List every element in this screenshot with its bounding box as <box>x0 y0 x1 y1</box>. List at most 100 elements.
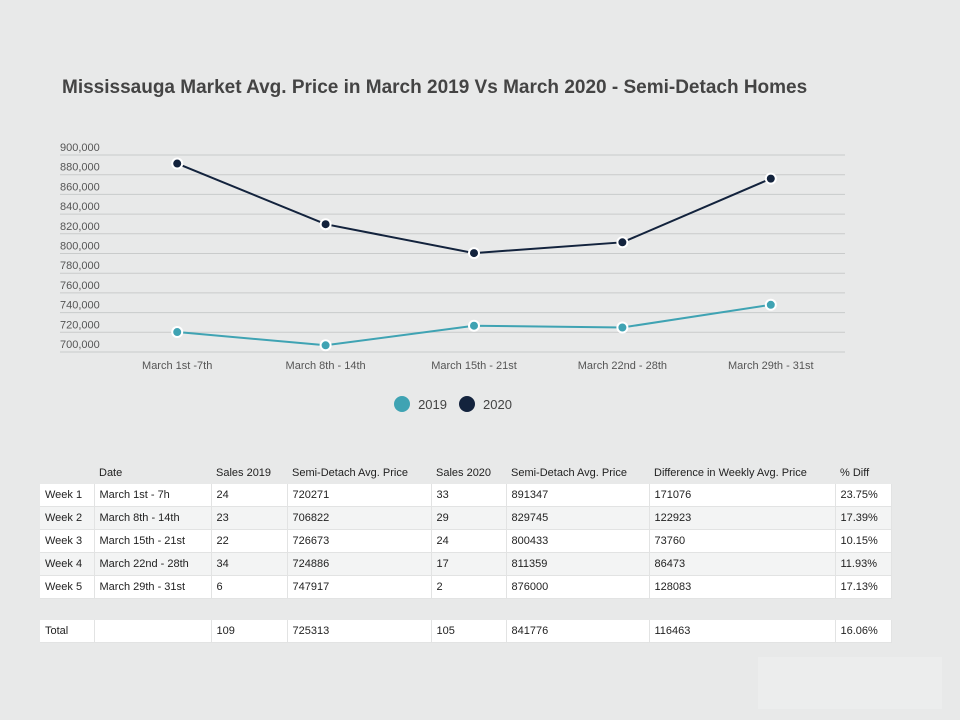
legend-item-2019[interactable]: 2019 <box>394 396 447 412</box>
header-cell: Date <box>99 467 123 479</box>
total-cell: 841776 <box>506 620 650 643</box>
y-tick-label: 700,000 <box>60 339 100 351</box>
table-cell: 706822 <box>287 506 432 530</box>
y-tick-label: 900,000 <box>60 142 100 154</box>
table-cell: 128083 <box>649 575 836 599</box>
table-cell: March 22nd - 28th <box>94 552 212 576</box>
table-cell: 747917 <box>287 575 432 599</box>
table-cell: Week 3 <box>40 529 95 553</box>
chart-title: Mississauga Market Avg. Price in March 2… <box>62 77 808 98</box>
legend-swatch-2020 <box>459 396 475 412</box>
table-cell: 17.39% <box>835 506 892 530</box>
table-cell: 800433 <box>506 529 650 553</box>
table-row: Week 2 March 8th - 14th 23 706822 29 829… <box>40 506 892 530</box>
table-header-row: Date Sales 2019 Semi-Detach Avg. Price S… <box>40 462 891 484</box>
header-cell <box>40 462 94 484</box>
total-cell: 725313 <box>287 620 432 643</box>
x-tick-label: March 1st -7th <box>142 360 212 372</box>
total-cell: 116463 <box>649 620 836 643</box>
table-cell: 891347 <box>506 484 650 507</box>
table-cell: 6 <box>211 575 288 599</box>
table-cell: 876000 <box>506 575 650 599</box>
watermark-area <box>758 657 942 709</box>
table-cell: March 8th - 14th <box>94 506 212 530</box>
y-tick-label: 880,000 <box>60 162 100 174</box>
table-cell: March 29th - 31st <box>94 575 212 599</box>
data-point-2020 <box>764 172 777 185</box>
y-tick-label: 840,000 <box>60 201 100 213</box>
table-row: Week 5 March 29th - 31st 6 747917 2 8760… <box>40 575 892 599</box>
data-point-2019 <box>468 319 480 332</box>
table-cell: 2 <box>431 575 507 599</box>
y-tick-label: 740,000 <box>60 300 100 312</box>
table-row: Week 1 March 1st - 7h 24 720271 33 89134… <box>40 484 892 507</box>
x-tick-label: March 29th - 31st <box>728 360 814 372</box>
table-cell: 24 <box>431 529 507 553</box>
data-point-2019 <box>764 298 777 311</box>
table-cell: March 1st - 7h <box>94 484 212 507</box>
chart-legend: 2019 2020 <box>0 396 906 412</box>
table-cell: March 15th - 21st <box>94 529 212 553</box>
spacer-cell <box>40 599 891 621</box>
y-tick-label: 720,000 <box>60 319 100 331</box>
table-cell: 23 <box>211 506 288 530</box>
header-cell: Difference in Weekly Avg. Price <box>654 467 807 479</box>
table-cell: 811359 <box>506 552 650 576</box>
table-cell: Week 2 <box>40 506 95 530</box>
table-row: Week 3 March 15th - 21st 22 726673 24 80… <box>40 529 892 553</box>
table-cell: 724886 <box>287 552 432 576</box>
data-point-2020 <box>616 236 629 249</box>
data-point-2020 <box>468 247 480 260</box>
table-cell: 24 <box>211 484 288 507</box>
table-cell: 23.75% <box>835 484 892 507</box>
legend-swatch-2019 <box>394 396 411 412</box>
data-point-2019 <box>171 326 184 339</box>
table-cell: Week 5 <box>40 575 95 599</box>
total-cell <box>94 620 212 643</box>
x-tick-label: March 15th - 21st <box>431 360 517 372</box>
x-tick-label: March 8th - 14th <box>286 360 366 372</box>
table-cell: 73760 <box>649 529 836 553</box>
table-cell: 17.13% <box>835 575 892 599</box>
data-point-2020 <box>319 218 332 231</box>
total-cell: 105 <box>431 620 507 643</box>
legend-item-2020[interactable]: 2020 <box>459 396 512 412</box>
header-cell: % Diff <box>840 467 870 479</box>
table-cell: 22 <box>211 529 288 553</box>
y-tick-label: 820,000 <box>60 221 100 233</box>
legend-label-2020: 2020 <box>483 396 512 412</box>
total-cell: 109 <box>211 620 288 643</box>
y-tick-label: 860,000 <box>60 181 100 193</box>
series-line-2020 <box>176 162 772 255</box>
table-cell: Week 1 <box>40 484 95 507</box>
header-cell: Sales 2019 <box>216 467 272 479</box>
data-point-2019 <box>319 339 332 352</box>
total-cell: Total <box>40 620 95 643</box>
table-cell: 122923 <box>649 506 836 530</box>
x-tick-label: March 22nd - 28th <box>578 360 667 372</box>
sales-table: Date Sales 2019 Semi-Detach Avg. Price S… <box>40 462 892 643</box>
y-tick-label: 760,000 <box>60 280 100 292</box>
table-row: Week 4 March 22nd - 28th 34 724886 17 81… <box>40 552 892 576</box>
table-cell: 171076 <box>649 484 836 507</box>
data-point-2020 <box>171 157 184 170</box>
table-cell: 29 <box>431 506 507 530</box>
data-point-2019 <box>616 321 629 334</box>
table-spacer-row <box>40 599 891 621</box>
table-total-row: Total 109 725313 105 841776 116463 16.06… <box>40 620 892 643</box>
table-cell: 17 <box>431 552 507 576</box>
header-cell: Semi-Detach Avg. Price <box>292 467 408 479</box>
table-cell: 33 <box>431 484 507 507</box>
table-cell: 726673 <box>287 529 432 553</box>
line-chart: 700,000 720,000 740,000 760,000 780,000 800,0… <box>60 142 845 372</box>
header-cell: Sales 2020 <box>436 467 492 479</box>
y-tick-label: 800,000 <box>60 241 100 253</box>
table-cell: 10.15% <box>835 529 892 553</box>
table-cell: 34 <box>211 552 288 576</box>
legend-label-2019: 2019 <box>418 396 447 412</box>
y-tick-label: 780,000 <box>60 260 100 272</box>
table-cell: 720271 <box>287 484 432 507</box>
table-cell: 86473 <box>649 552 836 576</box>
table-cell: Week 4 <box>40 552 95 576</box>
